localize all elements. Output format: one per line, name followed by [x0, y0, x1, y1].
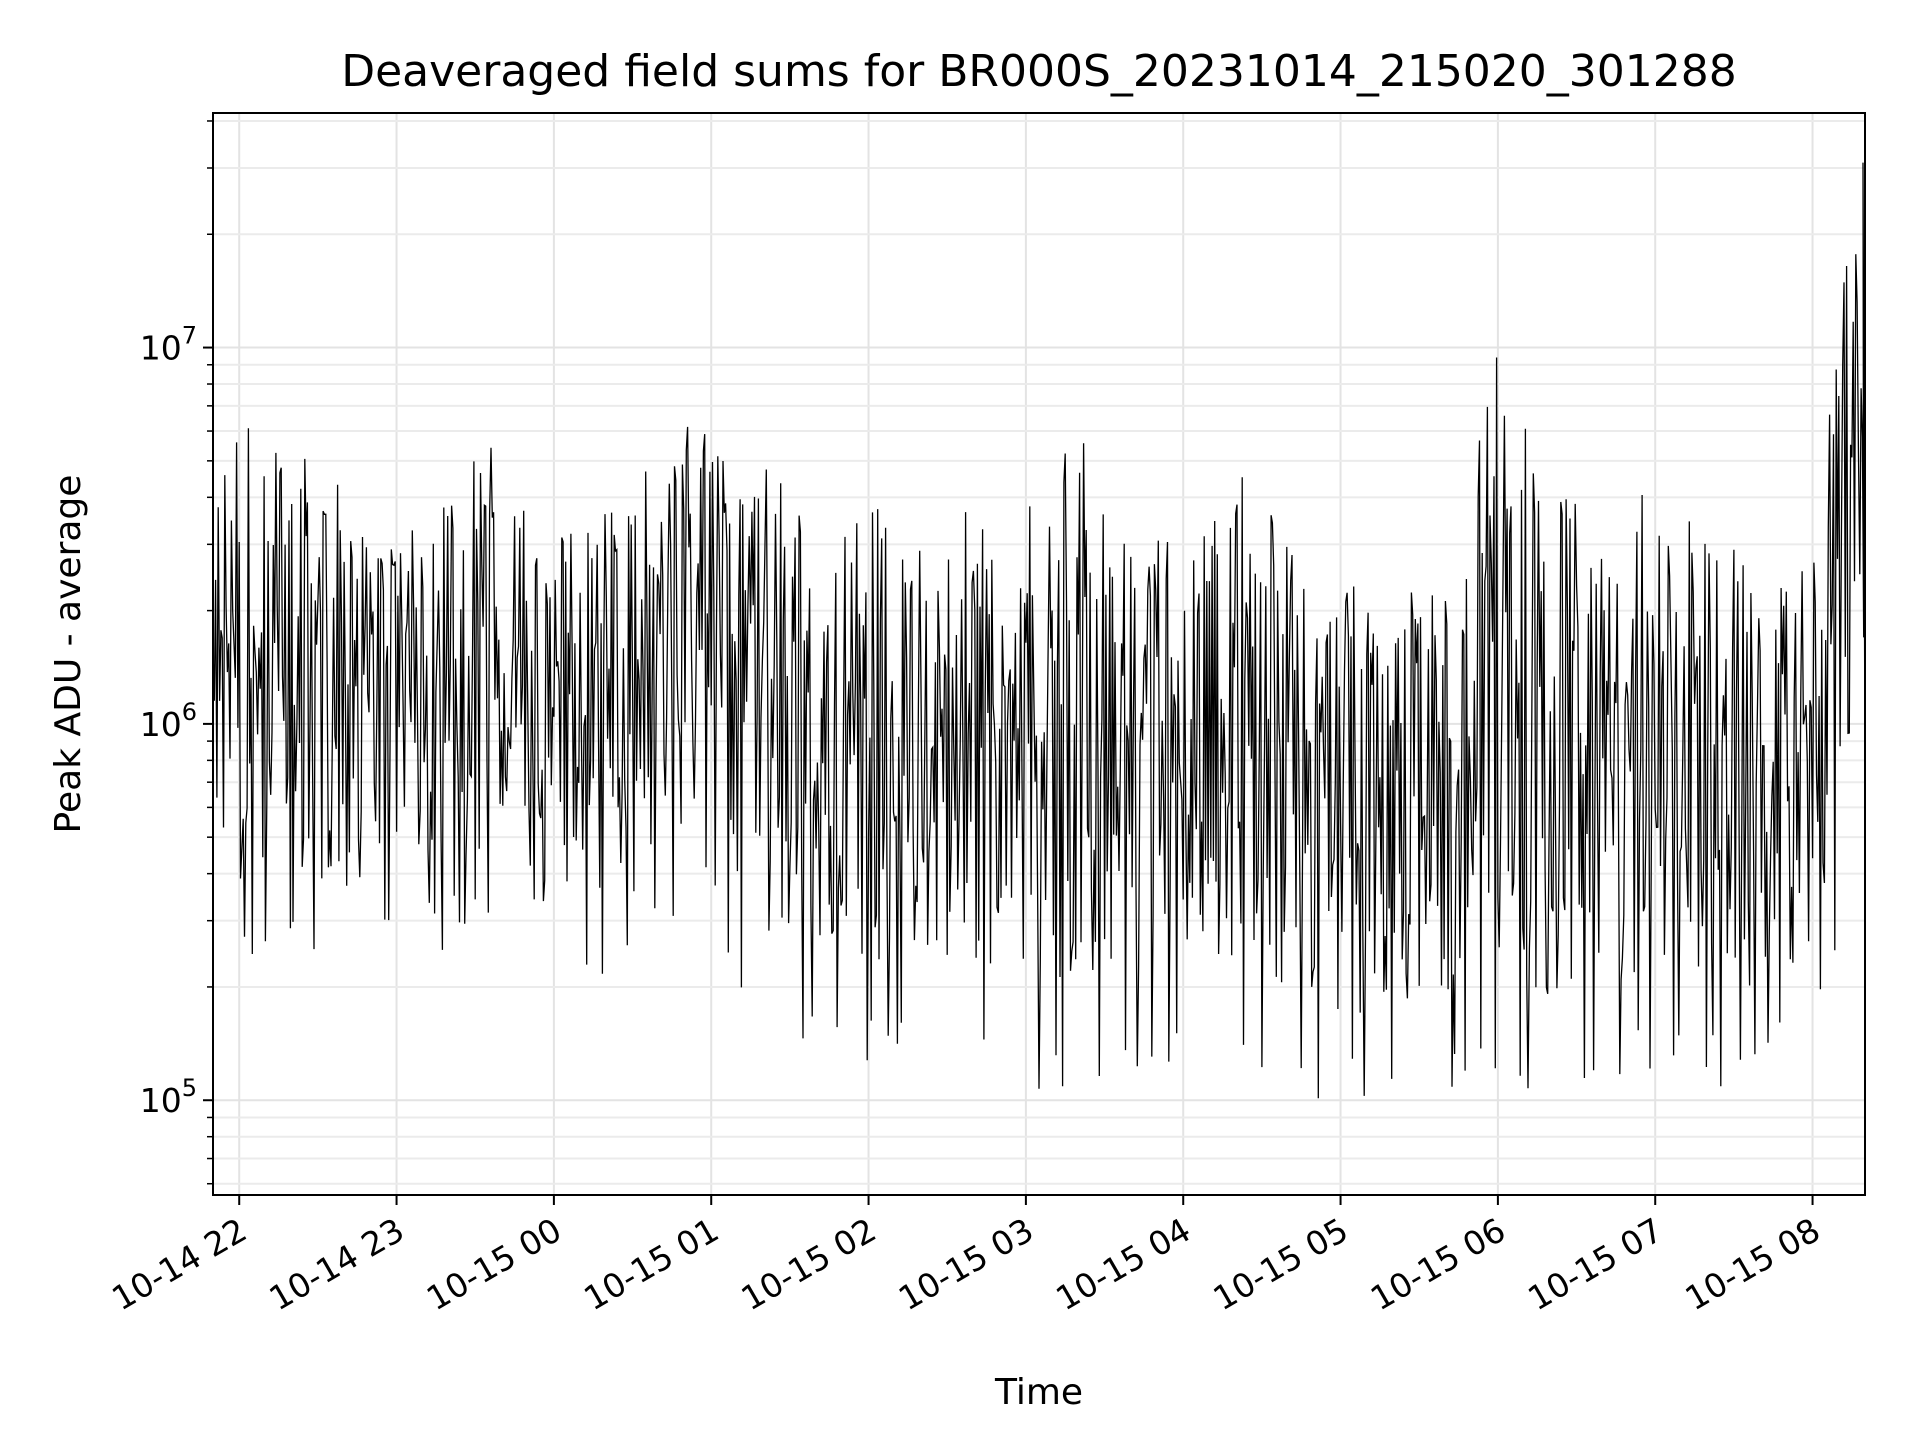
- chart-title: Deaveraged field sums for BR000S_2023101…: [341, 46, 1737, 97]
- x-axis-label: Time: [994, 1372, 1083, 1413]
- y-tick-label: 107: [140, 322, 197, 368]
- y-tick-label: 105: [140, 1074, 197, 1120]
- y-axis: 105 106 107: [140, 120, 213, 1185]
- series-layer: [213, 162, 1865, 1099]
- y-tick-label: 106: [140, 698, 197, 744]
- series-line: [213, 162, 1865, 1099]
- y-axis-label: Peak ADU - average: [48, 475, 89, 834]
- plot-frame: [212, 112, 1866, 1196]
